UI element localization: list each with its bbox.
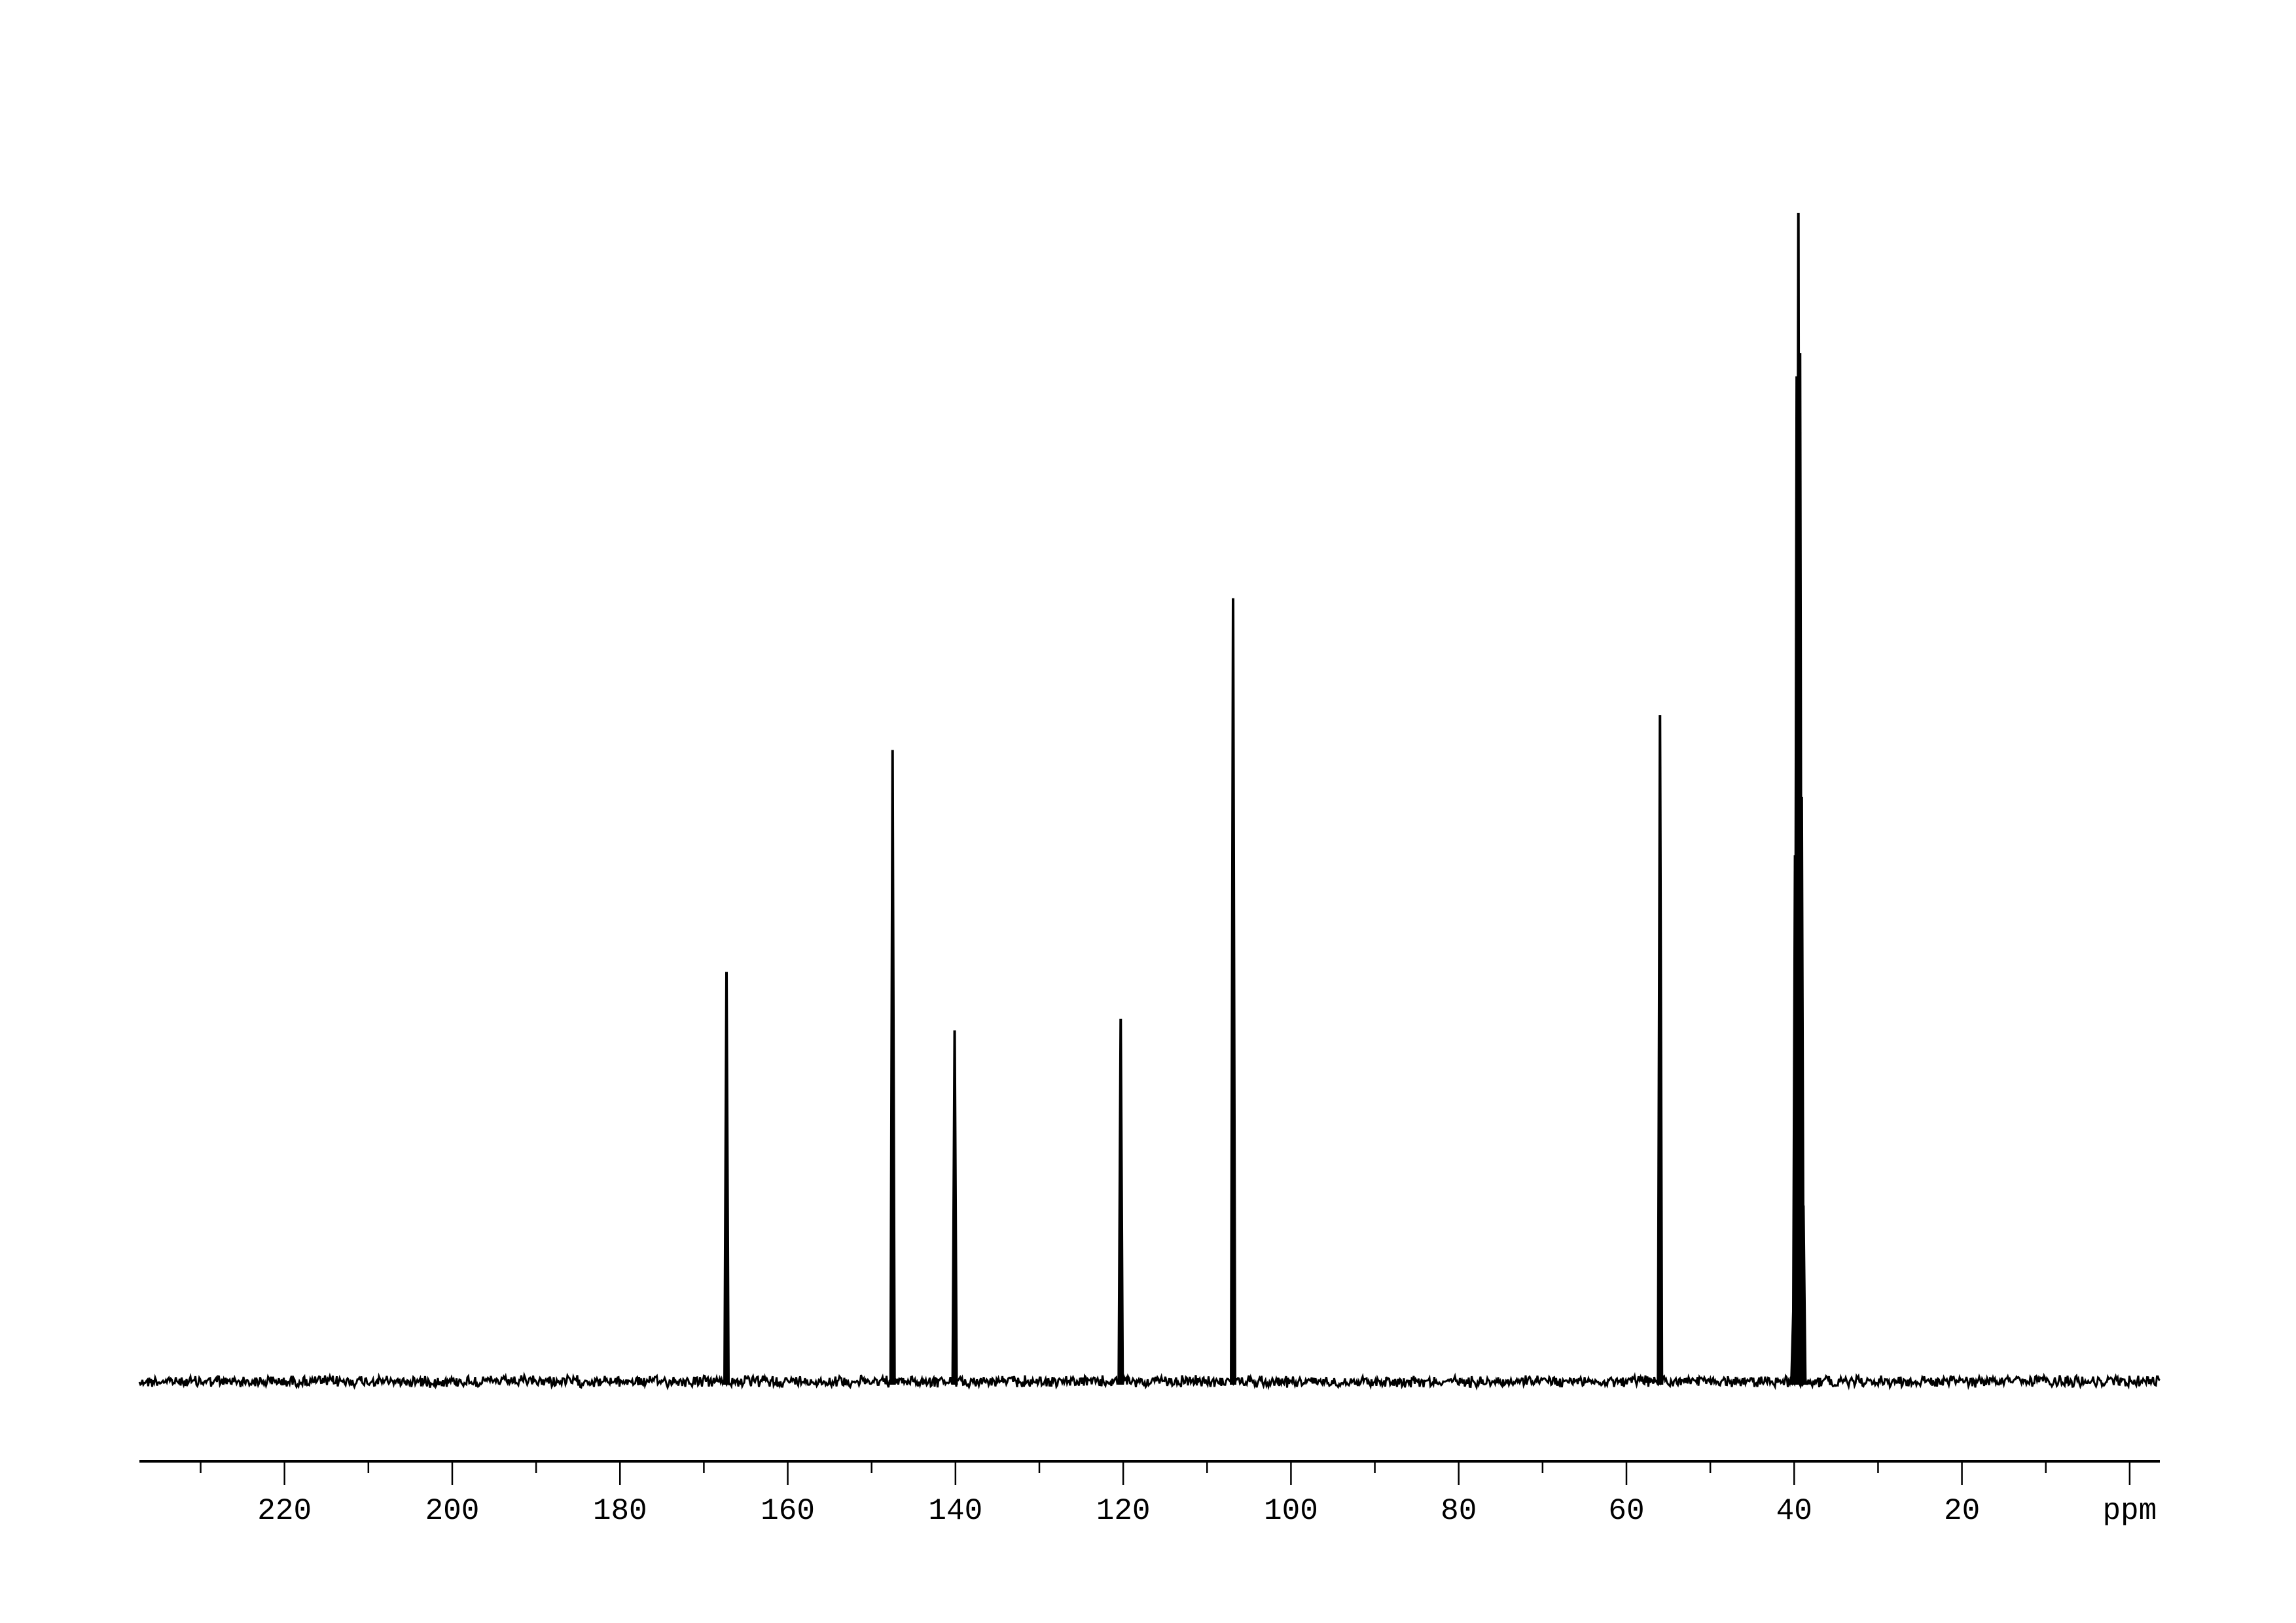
tick-label: 20	[1944, 1494, 1980, 1528]
spectrum-peak	[951, 1030, 958, 1385]
spectrum-peak	[1657, 715, 1664, 1385]
spectrum-plot-area	[138, 213, 2161, 1391]
tick-label: 200	[425, 1494, 480, 1528]
x-axis: 220 200 180 160 140 120 100 80 60 40 20 ppm	[139, 1460, 2160, 1528]
spectrum-peak	[1800, 1205, 1807, 1385]
tick-label: 160	[761, 1494, 815, 1528]
tick-label: 180	[593, 1494, 647, 1528]
spectrum-peak	[1229, 598, 1237, 1385]
tick-label: ppm	[2102, 1494, 2157, 1528]
spectrum-peak	[889, 750, 896, 1385]
tick-label: 140	[928, 1494, 982, 1528]
tick-label: 120	[1096, 1494, 1151, 1528]
tick-label: 220	[257, 1494, 312, 1528]
tick-label: 40	[1776, 1494, 1812, 1528]
spectrum-baseline	[138, 1371, 2161, 1391]
tick-label: 100	[1264, 1494, 1318, 1528]
tick-label: 80	[1441, 1494, 1477, 1528]
spectrum-peak	[1117, 1018, 1124, 1385]
tick-label: 60	[1608, 1494, 1644, 1528]
spectrum-peak	[723, 972, 730, 1385]
